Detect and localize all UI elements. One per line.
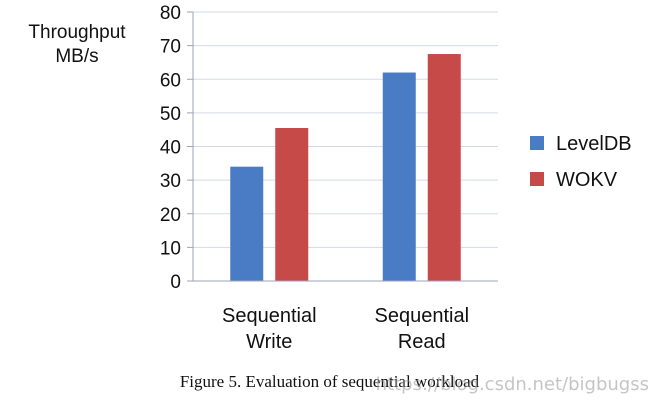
y-axis-title-line-2: MB/s: [55, 46, 98, 67]
bar-leveldb-1: [382, 72, 416, 282]
y-tick-label: 10: [160, 238, 181, 259]
x-category-label: Read: [398, 331, 446, 353]
category-labels: Sequential Write Sequential Read: [222, 305, 469, 353]
y-tick-label: 70: [160, 37, 181, 58]
bar-wokv-0: [275, 128, 309, 281]
figure-caption: Figure 5. Evaluation of sequential workl…: [179, 372, 480, 391]
bar-wokv-1: [427, 54, 461, 281]
y-tick-label: 30: [160, 171, 181, 192]
bar-leveldb-0: [230, 166, 264, 281]
y-tick-label: 0: [170, 272, 181, 293]
legend-swatch: [530, 136, 544, 150]
y-tick-label: 50: [160, 104, 181, 125]
x-category-label: Sequential: [374, 305, 469, 327]
y-tick-label: 40: [160, 138, 181, 159]
y-axis-title-line-1: Throughput: [28, 22, 126, 43]
y-tick-label: 20: [160, 205, 181, 226]
legend-label: WOKV: [556, 169, 618, 191]
axes: [192, 12, 498, 282]
x-category-label: Write: [246, 331, 292, 353]
bars: [230, 54, 461, 282]
y-tick-labels: 0 10 20 30 40 50 60 70 80: [160, 3, 181, 293]
watermark: https://blog.csdn.net/bigbugss: [375, 374, 649, 395]
x-category-label: Sequential: [222, 305, 317, 327]
legend-swatch: [530, 172, 544, 186]
legend: LevelDB WOKV: [530, 133, 632, 191]
y-tick-label: 60: [160, 70, 181, 91]
bar-chart: 0 10 20 30 40 50 60 70 80 Throughput MB/s Sequen…: [28, 3, 632, 353]
legend-label: LevelDB: [556, 133, 632, 155]
y-tick-label: 80: [160, 3, 181, 24]
